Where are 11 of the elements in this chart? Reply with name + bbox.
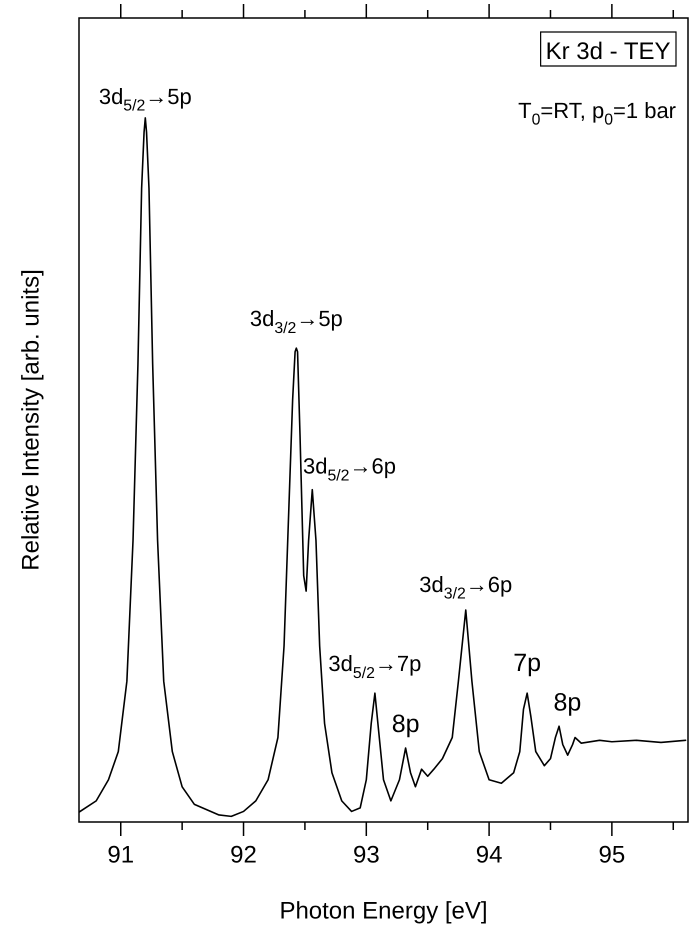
annotation: 7p (513, 649, 542, 678)
y-axis-title: Relative Intensity [arb. units] (18, 269, 45, 571)
x-tick-label: 94 (476, 842, 502, 869)
x-tick-label: 93 (352, 842, 380, 869)
annotation: 8p (554, 688, 582, 716)
x-tick-label: 92 (230, 842, 257, 869)
chart-title: Kr 3d - TEY (546, 38, 671, 65)
x-axis-title: Photon Energy [eV] (279, 898, 488, 925)
x-tick-label: 95 (598, 842, 626, 869)
annotation: 8p (392, 710, 420, 738)
x-tick-label: 91 (107, 842, 134, 869)
